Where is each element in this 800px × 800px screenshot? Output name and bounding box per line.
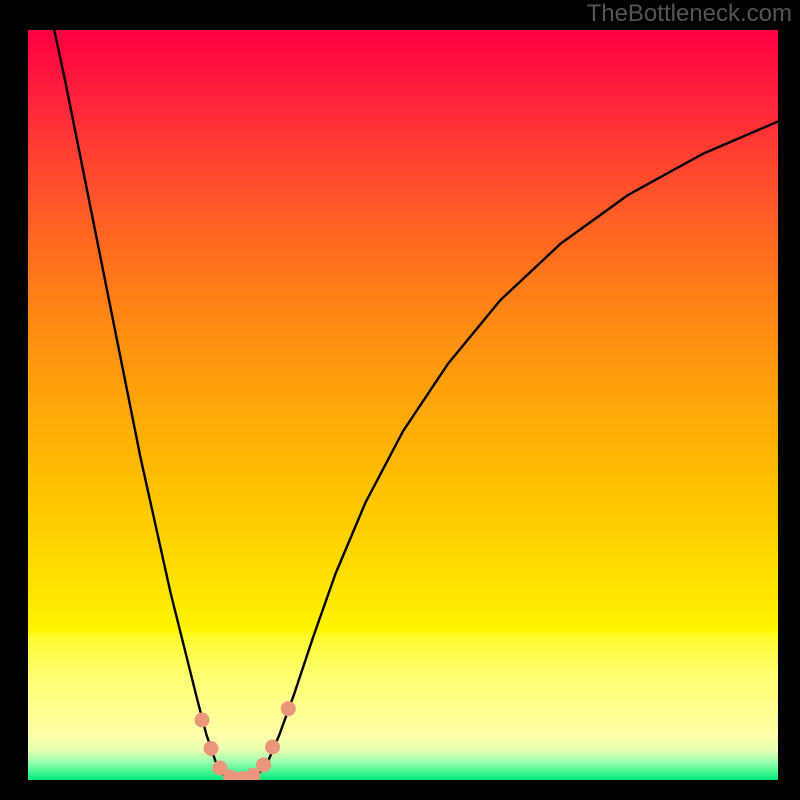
marker-point (257, 758, 271, 772)
marker-point (281, 702, 295, 716)
marker-point (246, 769, 260, 781)
bottleneck-curve (54, 30, 778, 780)
plot-area (28, 30, 778, 780)
watermark-text: TheBottleneck.com (587, 0, 792, 28)
marker-point (204, 742, 218, 756)
chart-svg (28, 30, 778, 780)
chart-frame: TheBottleneck.com (0, 0, 800, 800)
marker-point (266, 740, 280, 754)
marker-point (195, 713, 209, 727)
